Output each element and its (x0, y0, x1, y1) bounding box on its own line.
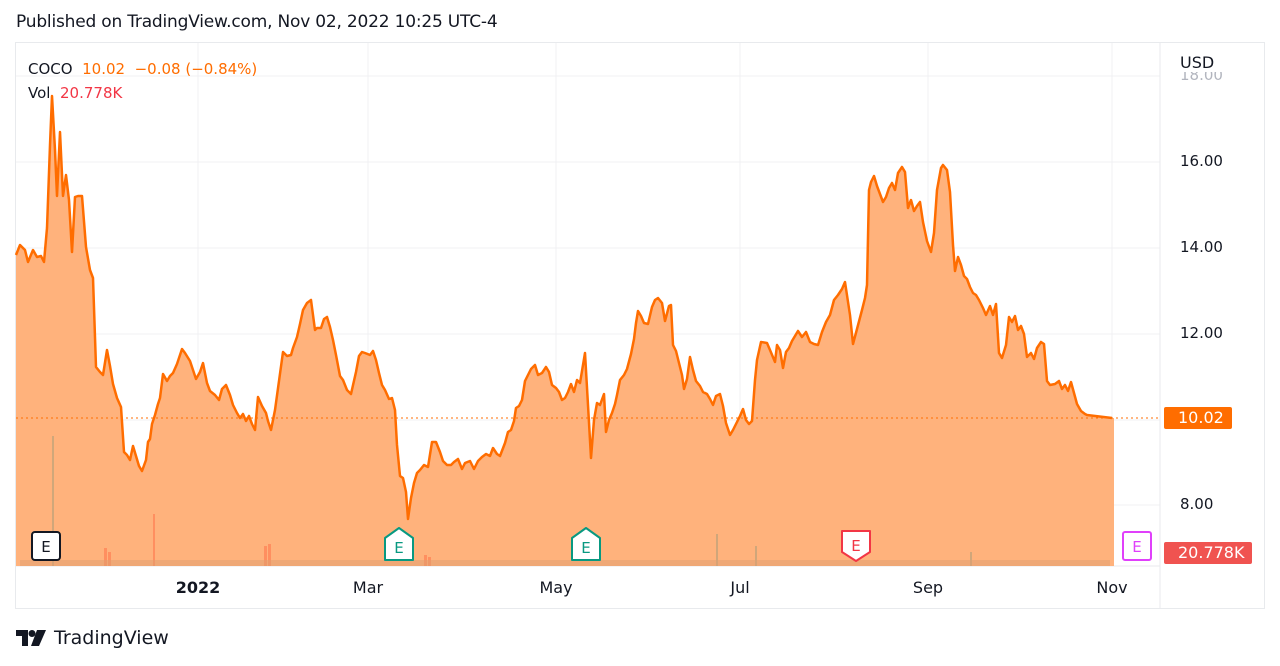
price-change: −0.08 (−0.84%) (134, 60, 258, 78)
xtick-nov: Nov (1096, 578, 1128, 597)
legend-row-symbol: COCO 10.02 −0.08 (−0.84%) (28, 57, 257, 81)
volume-bars (20, 436, 1110, 566)
xtick-may: May (539, 578, 573, 597)
last-price-tag: 10.02 (1164, 407, 1232, 429)
earnings-marker-4[interactable] (841, 530, 871, 562)
chart-frame (15, 42, 1265, 609)
earnings-letter-4: E (851, 537, 860, 555)
earnings-marker-3[interactable] (571, 527, 601, 561)
legend-row-volume: Vol 20.778K (28, 81, 257, 105)
volume-tag: 20.778K (1164, 542, 1253, 564)
earnings-letter-3: E (581, 539, 590, 557)
tradingview-logo[interactable]: TradingView (16, 627, 169, 649)
ytick-18: 18.00 (1180, 66, 1223, 84)
earnings-letter-1: E (41, 538, 50, 556)
brand-name: TradingView (54, 627, 169, 649)
last-price: 10.02 (82, 60, 126, 78)
price-area (16, 96, 1114, 566)
xtick-jul: Jul (730, 578, 750, 597)
price-line (14, 94, 1113, 521)
xtick-mar: Mar (352, 578, 384, 597)
currency-label[interactable]: USD (1180, 53, 1215, 72)
volume-label[interactable]: Vol (28, 84, 51, 102)
earnings-letter-5: E (1132, 538, 1141, 556)
xtick-2022: 2022 (175, 578, 221, 597)
earnings-letter-2: E (394, 539, 403, 557)
volume-value: 20.778K (60, 84, 123, 102)
tradingview-logo-icon (16, 630, 46, 646)
ytick-16: 16.00 (1180, 152, 1223, 170)
published-caption: Published on TradingView.com, Nov 02, 20… (16, 12, 498, 32)
ytick-8: 8.00 (1180, 495, 1214, 513)
ytick-12: 12.00 (1180, 324, 1223, 342)
symbol-name[interactable]: COCO (28, 60, 73, 78)
earnings-marker-5[interactable] (1122, 531, 1152, 561)
earnings-marker-2[interactable] (384, 527, 414, 561)
xtick-sep: Sep (912, 578, 944, 597)
chart-legend: COCO 10.02 −0.08 (−0.84%) Vol 20.778K (28, 57, 257, 105)
ytick-14: 14.00 (1180, 238, 1223, 256)
earnings-marker-1[interactable] (31, 531, 61, 561)
